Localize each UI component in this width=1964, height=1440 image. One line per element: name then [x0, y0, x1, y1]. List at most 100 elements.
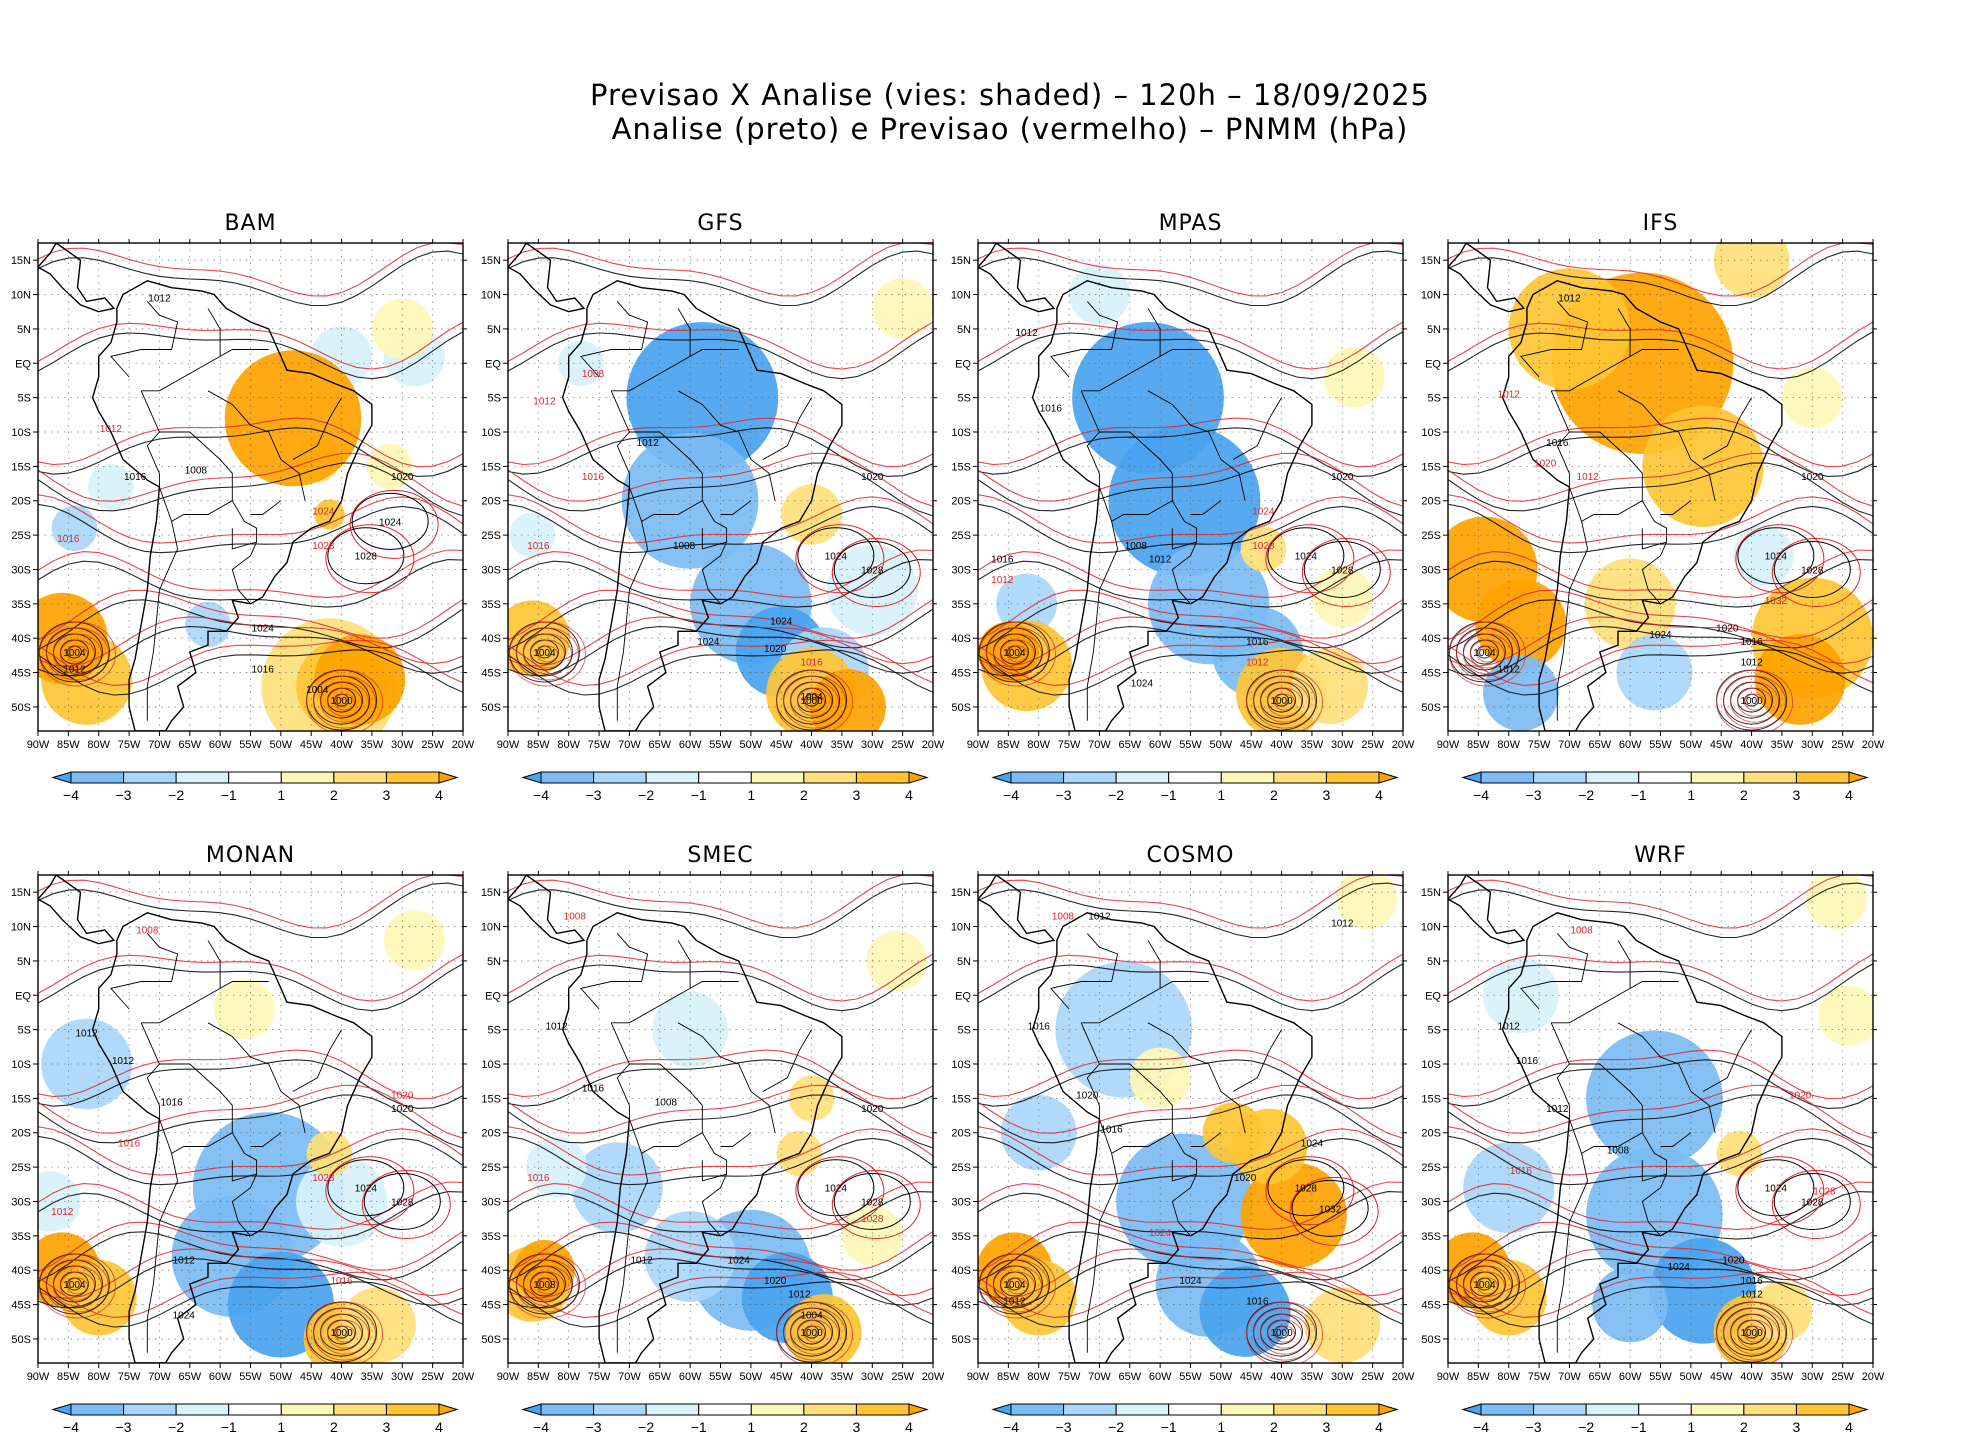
analysis-isobar: [978, 1059, 1403, 1109]
bias-area: [509, 512, 556, 558]
analysis-isobar: [1448, 1094, 1873, 1149]
lat-label: 45S: [951, 1300, 971, 1312]
lon-label: 85W: [1467, 1371, 1490, 1383]
analysis-isobar: [508, 427, 933, 477]
bias-area: [1475, 579, 1567, 670]
low-contour-forecast: [1246, 1301, 1324, 1363]
forecast-isobar: [978, 639, 1403, 686]
country-border: [762, 1029, 812, 1092]
panel-title: MONAN: [206, 843, 295, 868]
bias-area: [214, 978, 275, 1040]
lon-label: 75W: [1528, 739, 1551, 751]
country-border: [738, 431, 776, 501]
lon-label: 90W: [497, 739, 520, 751]
lat-label: 10S: [481, 427, 501, 439]
low-contour-forecast: [536, 1277, 558, 1295]
isobar-label: 1012: [148, 293, 171, 304]
forecast-isobar: [38, 953, 463, 1002]
forecast-isobar: [38, 875, 463, 929]
lat-label: 40S: [11, 1265, 31, 1277]
high-contour-forecast: [1265, 1156, 1355, 1226]
colorbar-label: −2: [638, 1419, 654, 1435]
lon-label: 75W: [1058, 739, 1081, 751]
forecast-isobar: [1448, 417, 1873, 468]
colorbar-label: −2: [1578, 1419, 1594, 1435]
lon-label: 40W: [1740, 739, 1763, 751]
country-border: [677, 940, 691, 989]
analysis-isobar: [1448, 250, 1873, 307]
isobar-label: 1016: [118, 1138, 141, 1149]
analysis-isobar: [508, 559, 933, 608]
lon-label: 20W: [1862, 1371, 1885, 1383]
isobar-label: 1024: [312, 506, 335, 517]
bias-area: [1324, 346, 1385, 408]
country-border: [720, 1132, 752, 1147]
isobar-label: 1012: [1498, 665, 1521, 676]
forecast-isobar: [1448, 1248, 1873, 1299]
colorbar-segment: [1273, 1403, 1327, 1416]
low-contour-forecast: [52, 1265, 102, 1307]
lon-label: 50W: [740, 1371, 763, 1383]
low-contour-forecast: [992, 633, 1042, 675]
lon-label: 90W: [27, 1371, 50, 1383]
lat-label: 10N: [1421, 290, 1441, 302]
isobar-label: 1008: [1052, 912, 1075, 923]
lon-label: 85W: [527, 1371, 550, 1383]
colorbar-segment: [1010, 1403, 1065, 1416]
isobar-label: 1016: [800, 658, 823, 669]
isobar-label: 1012: [1015, 328, 1038, 339]
lat-label: 5N: [1427, 324, 1441, 336]
country-border: [110, 301, 179, 378]
pressure-center-label: 1028: [1801, 565, 1824, 576]
colorbar-segment: [540, 1403, 595, 1416]
colorbar-segment: [1480, 771, 1535, 784]
lon-label: 20W: [922, 739, 945, 751]
coastline-central-america: [38, 875, 116, 945]
isobar-label: 1016: [330, 1276, 353, 1287]
bias-area: [1069, 264, 1130, 325]
forecast-isobar: [38, 417, 463, 468]
isobar-label: 1020: [1716, 623, 1739, 634]
lon-label: 65W: [648, 739, 671, 751]
isobar-label: 1016: [160, 1097, 183, 1108]
colorbar-label: 3: [1323, 1419, 1331, 1435]
colorbar-label: 4: [435, 1419, 443, 1435]
pressure-center-label: 1032: [1319, 1204, 1342, 1215]
high-contour-forecast: [795, 524, 885, 594]
country-border: [1581, 500, 1643, 522]
country-border: [1617, 308, 1631, 357]
analysis-isobar: [508, 1191, 933, 1240]
colorbar-segment: [855, 771, 910, 784]
colorbar-extend-right: [1848, 1403, 1869, 1416]
low-contour-forecast: [515, 627, 579, 681]
low-contour-forecast: [1469, 1271, 1505, 1301]
high-contour: [351, 492, 429, 550]
lat-label: 10S: [1421, 427, 1441, 439]
lon-label: 20W: [1392, 1371, 1415, 1383]
high-contour: [1737, 527, 1815, 585]
analysis-isobar: [508, 462, 933, 517]
bias-area: [1713, 243, 1790, 298]
isobar-label: 1016: [124, 472, 147, 483]
coastline-central-america: [508, 875, 586, 945]
low-contour-forecast: [306, 1301, 384, 1363]
isobar-label: 1020: [1331, 472, 1354, 483]
colorbar-label: 3: [383, 787, 391, 803]
high-contour: [1267, 1159, 1345, 1217]
lon-label: 70W: [618, 739, 641, 751]
country-border: [1171, 1173, 1198, 1237]
lat-label: 25S: [1421, 530, 1441, 542]
colorbar-label: −3: [1056, 787, 1072, 803]
isobar-label: 1016: [252, 665, 275, 676]
lon-label: 25W: [891, 739, 914, 751]
lat-label: 15S: [951, 1093, 971, 1105]
lon-label: 50W: [1680, 739, 1703, 751]
lat-label: 25S: [951, 530, 971, 542]
isobar-label: 1004: [800, 1310, 823, 1321]
panel-title: WRF: [1634, 843, 1687, 868]
lat-label: 50S: [11, 702, 31, 714]
country-border: [1702, 1029, 1752, 1092]
colorbar-label: 4: [1845, 787, 1853, 803]
isobar-label: 1016: [1100, 1125, 1123, 1136]
